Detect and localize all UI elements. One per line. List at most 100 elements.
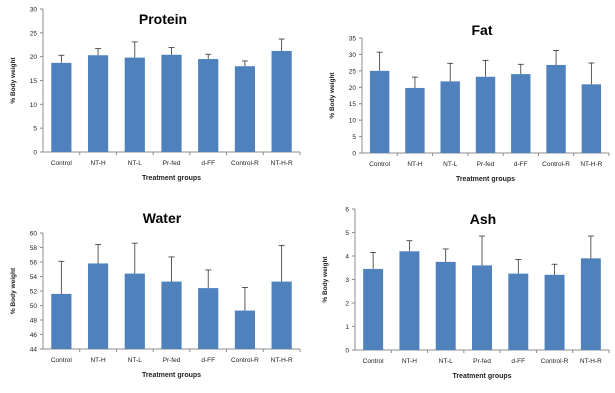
water-bar [124,273,145,349]
protein-category-label: NT-H [90,160,105,167]
fat-category-label: NT-H [407,161,422,168]
ash-category-label: NT-H [402,358,417,365]
water-bar [51,293,72,349]
water-category-label: d-FF [201,357,215,364]
ash-bar [472,265,492,350]
ash-y-tick-label: 4 [345,254,349,261]
protein-category-label: Control [51,160,73,167]
protein-y-tick-label: 15 [30,78,38,85]
protein-chart: Protein 0 5 10 15 20 25 30 Control NT-H NT-L Pr-fed… [10,7,301,182]
water-y-tick-label: 46 [30,332,38,339]
protein-y-tick-label: 20 [30,54,38,61]
water-category-label: NT-H [90,357,105,364]
fat-bar [440,81,460,153]
protein-y-tick-label: 0 [33,150,37,157]
ash-y-tick-label: 5 [345,230,349,237]
protein-bar [124,57,145,153]
fat-chart: Fat 0 5 10 15 20 25 30 35 Control NT-H NT-L Pr-fed d-… [329,22,610,183]
water-y-tick-label: 56 [30,260,38,267]
water-y-tick-label: 58 [30,245,38,252]
ash-bar [544,274,565,350]
protein-y-tick-label: 30 [30,7,38,14]
water-y-tick-label: 54 [30,274,38,281]
water-y-tick-label: 50 [30,303,38,310]
fat-y-axis-title: % Body weight [329,72,336,119]
water-category-label: NT-H-R [271,357,293,364]
protein-y-tick-label: 10 [30,102,38,109]
fat-y-tick-label: 20 [349,85,357,92]
water-category-label: Pr-fed [163,357,181,364]
protein-bar [234,66,256,152]
ash-bar [399,251,420,350]
ash-bar [435,261,456,350]
fat-bar [511,74,531,153]
water-x-axis-title: Treatment groups [142,372,201,379]
water-y-tick-label: 44 [30,347,38,354]
fat-category-label: Control-R [542,161,570,168]
water-bar [87,263,109,349]
ash-category-label: Control-R [541,358,569,365]
protein-x-axis-title: Treatment groups [142,175,201,182]
protein-category-label: NT-H-R [271,160,293,167]
protein-category-label: Control-R [231,160,259,167]
protein-bar [51,62,72,152]
water-title: Water [143,210,182,226]
fat-bar [581,84,602,153]
fat-category-label: Control [369,161,391,168]
protein-y-tick-label: 25 [30,30,38,37]
water-y-tick-label: 48 [30,318,38,325]
fat-bar [546,64,566,153]
fat-category-label: NT-H-R [580,161,602,168]
protein-y-tick-label: 5 [33,126,37,133]
ash-y-tick-label: 2 [345,301,349,308]
ash-y-axis-title: % Body weight [322,256,329,303]
ash-chart: Ash 0 1 2 3 4 5 6 Control NT-H NT-L Pr-fed d-FF Contr… [322,207,610,380]
fat-x-axis-title: Treatment groups [456,176,515,183]
ash-y-tick-label: 3 [345,277,349,284]
fat-y-tick-label: 35 [349,36,357,43]
protein-category-label: NT-L [128,160,142,167]
fat-bar [369,70,390,153]
ash-category-label: Control [363,358,385,365]
ash-bar [580,258,601,350]
fat-category-label: NT-L [443,161,457,168]
water-y-tick-label: 52 [30,289,38,296]
ash-category-label: NT-H-R [580,358,602,365]
ash-bar [363,268,384,350]
fat-bar [405,87,425,153]
protein-bar [87,55,109,153]
protein-y-axis-title: % Body weight [10,57,17,104]
fat-category-label: Pr-fed [477,161,495,168]
ash-bar [508,273,529,350]
ash-y-tick-label: 0 [345,348,349,355]
fat-y-tick-label: 15 [349,101,357,108]
fat-y-tick-label: 0 [352,151,356,158]
fat-category-label: d-FF [514,161,528,168]
ash-y-tick-label: 1 [345,324,349,331]
ash-category-label: NT-L [439,358,453,365]
protein-bar [271,50,292,152]
water-bar [161,281,182,349]
ash-y-tick-label: 6 [345,207,349,214]
ash-title: Ash [470,211,496,227]
protein-category-label: Pr-fed [163,160,181,167]
ash-x-axis-title: Treatment groups [452,373,511,380]
fat-y-tick-label: 10 [349,118,357,125]
fat-y-tick-label: 25 [349,68,357,75]
water-category-label: Control-R [231,357,259,364]
ash-category-label: Pr-fed [473,358,491,365]
water-chart: Water 44 46 48 50 52 54 56 58 60 Control NT-H NT-L Pr… [10,210,301,379]
water-category-label: NT-L [128,357,142,364]
ash-category-label: d-FF [511,358,525,365]
protein-title: Protein [139,11,187,27]
water-category-label: Control [51,357,73,364]
fat-bar [475,76,496,153]
fat-y-tick-label: 5 [352,134,356,141]
fat-y-tick-label: 30 [349,52,357,59]
fat-title: Fat [472,22,493,38]
protein-category-label: d-FF [201,160,215,167]
water-bar [271,281,292,349]
water-bar [198,288,219,349]
